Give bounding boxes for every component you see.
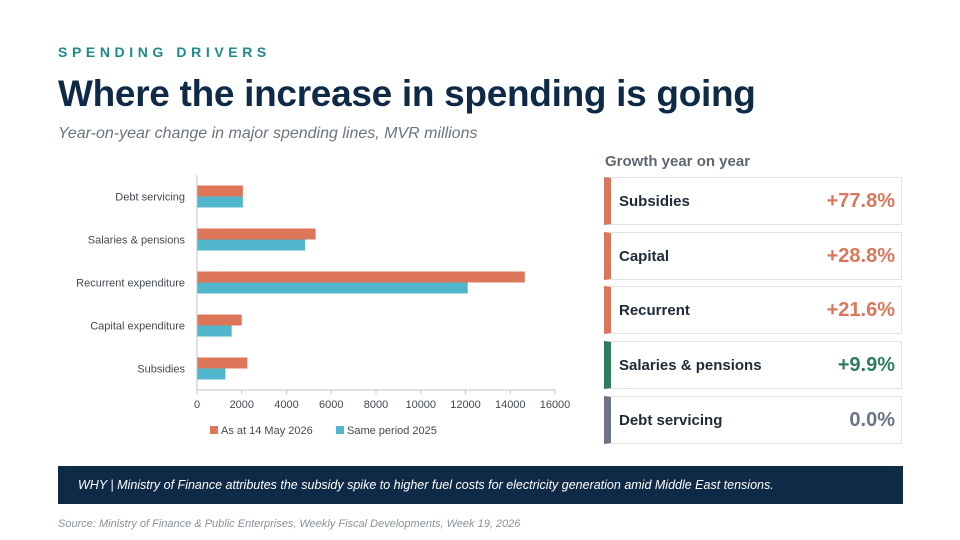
bar-current: [197, 228, 316, 240]
banner-text: WHY | Ministry of Finance attributes the…: [78, 478, 774, 492]
legend-label: Same period 2025: [347, 425, 437, 437]
bar-prior: [197, 239, 306, 251]
x-tick-label: 14000: [495, 399, 526, 411]
bar-current: [197, 185, 243, 197]
bar-prior: [197, 196, 243, 208]
x-tick-label: 6000: [319, 399, 343, 411]
legend-swatch: [210, 426, 218, 434]
growth-card-value: 0.0%: [849, 408, 895, 431]
growth-card-value: +28.8%: [826, 244, 895, 267]
page-title: Where the increase in spending is going: [58, 73, 756, 114]
growth-card-capital: Capital +28.8%: [604, 232, 902, 280]
growth-card-label: Debt servicing: [619, 411, 723, 429]
bar-prior: [197, 282, 468, 294]
bar-prior: [197, 325, 232, 337]
growth-card-salaries: Salaries & pensions +9.9%: [604, 341, 902, 389]
growth-card-value: +77.8%: [826, 189, 895, 212]
growth-card-label: Recurrent: [619, 301, 690, 319]
category-label: Salaries & pensions: [88, 235, 186, 247]
growth-card-label: Capital: [619, 247, 670, 265]
spending-bar-chart: Debt servicing Salaries & pensions Recurre…: [76, 175, 571, 437]
page-subtitle: Year-on-year change in major spending li…: [58, 125, 478, 142]
growth-card-label: Subsidies: [619, 192, 690, 210]
growth-panel-heading: Growth year on year: [605, 153, 751, 170]
growth-card-subsidies: Subsidies +77.8%: [604, 177, 902, 225]
growth-card-recurrent: Recurrent +21.6%: [604, 286, 902, 334]
legend-label: As at 14 May 2026: [221, 425, 313, 437]
growth-card-debt: Debt servicing 0.0%: [604, 396, 902, 444]
source-note: Source: Ministry of Finance & Public Ent…: [58, 518, 521, 530]
category-label: Capital expenditure: [90, 321, 185, 333]
explanation-banner: WHY | Ministry of Finance attributes the…: [58, 466, 903, 504]
x-tick-label: 12000: [450, 399, 481, 411]
category-label: Subsidies: [137, 364, 185, 376]
section-eyebrow: SPENDING DRIVERS: [58, 44, 271, 60]
x-tick-label: 4000: [274, 399, 298, 411]
bar-prior: [197, 368, 226, 380]
growth-card-value: +9.9%: [837, 353, 895, 376]
legend-swatch: [336, 426, 344, 434]
category-label: Recurrent expenditure: [76, 278, 185, 290]
x-tick-label: 10000: [405, 399, 436, 411]
bar-current: [197, 271, 525, 283]
bar-current: [197, 357, 248, 369]
x-tick-label: 0: [194, 399, 200, 411]
x-tick-label: 16000: [540, 399, 571, 411]
x-tick-label: 2000: [230, 399, 254, 411]
category-label: Debt servicing: [115, 192, 185, 204]
bar-current: [197, 314, 242, 326]
x-tick-label: 8000: [364, 399, 388, 411]
growth-card-label: Salaries & pensions: [619, 356, 762, 374]
growth-card-value: +21.6%: [826, 298, 895, 321]
